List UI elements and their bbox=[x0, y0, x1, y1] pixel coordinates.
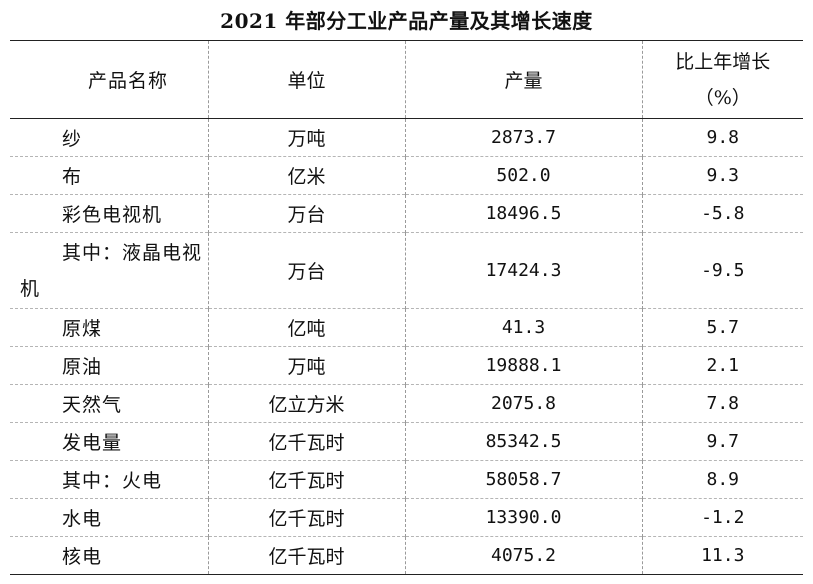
growth-value: 7.8 bbox=[641, 384, 803, 423]
output-value: 85342.5 bbox=[404, 422, 642, 461]
unit: 亿千瓦时 bbox=[207, 460, 405, 499]
growth-value: 11.3 bbox=[641, 536, 803, 575]
table-row: 天然气 亿立方米 2075.8 7.8 bbox=[10, 384, 803, 423]
product-name: 其中：液晶电视机 bbox=[10, 232, 208, 309]
product-name: 天然气 bbox=[10, 384, 208, 423]
header-product-name: 产品名称 bbox=[10, 40, 208, 119]
product-name: 原油 bbox=[10, 346, 208, 385]
growth-value: -1.2 bbox=[641, 498, 803, 537]
table-row: 其中：液晶电视机 万台 17424.3 -9.5 bbox=[10, 232, 803, 309]
product-name: 核电 bbox=[10, 536, 208, 575]
output-value: 58058.7 bbox=[404, 460, 642, 499]
unit: 亿千瓦时 bbox=[207, 422, 405, 461]
growth-value: 2.1 bbox=[641, 346, 803, 385]
output-value: 4075.2 bbox=[404, 536, 642, 575]
product-name: 水电 bbox=[10, 498, 208, 537]
unit: 亿吨 bbox=[207, 308, 405, 347]
unit: 万台 bbox=[207, 194, 405, 233]
table-row: 纱 万吨 2873.7 9.8 bbox=[10, 118, 803, 157]
product-name: 其中：火电 bbox=[10, 460, 208, 499]
output-value: 18496.5 bbox=[404, 194, 642, 233]
unit: 亿立方米 bbox=[207, 384, 405, 423]
output-value: 2075.8 bbox=[404, 384, 642, 423]
output-value: 17424.3 bbox=[404, 232, 642, 309]
table-row: 原煤 亿吨 41.3 5.7 bbox=[10, 308, 803, 347]
header-growth-line2: （%） bbox=[694, 86, 751, 109]
table-row: 原油 万吨 19888.1 2.1 bbox=[10, 346, 803, 385]
output-value: 2873.7 bbox=[404, 118, 642, 157]
output-value: 19888.1 bbox=[404, 346, 642, 385]
table-row: 布 亿米 502.0 9.3 bbox=[10, 156, 803, 195]
growth-value: 8.9 bbox=[641, 460, 803, 499]
growth-value: -9.5 bbox=[641, 232, 803, 309]
unit: 亿千瓦时 bbox=[207, 536, 405, 575]
unit: 万吨 bbox=[207, 346, 405, 385]
growth-value: 9.3 bbox=[641, 156, 803, 195]
industrial-output-table: 产品名称 单位 产量 比上年增长 （%） 纱 万吨 2873.7 9.8 布 亿… bbox=[10, 40, 803, 575]
unit: 万吨 bbox=[207, 118, 405, 157]
header-growth: 比上年增长 （%） bbox=[641, 40, 803, 119]
output-value: 13390.0 bbox=[404, 498, 642, 537]
table-row: 核电 亿千瓦时 4075.2 11.3 bbox=[10, 536, 803, 575]
header-row: 产品名称 单位 产量 比上年增长 （%） bbox=[10, 40, 803, 119]
output-value: 502.0 bbox=[404, 156, 642, 195]
product-name: 纱 bbox=[62, 128, 83, 150]
table-row: 发电量 亿千瓦时 85342.5 9.7 bbox=[10, 422, 803, 461]
unit: 万台 bbox=[207, 232, 405, 309]
table-title: 2021 年部分工业产品产量及其增长速度 bbox=[220, 9, 593, 33]
product-name: 原煤 bbox=[10, 308, 208, 347]
unit: 亿米 bbox=[207, 156, 405, 195]
header-output: 产量 bbox=[404, 40, 642, 119]
unit: 亿千瓦时 bbox=[207, 498, 405, 537]
growth-value: 9.7 bbox=[641, 422, 803, 461]
growth-value: 5.7 bbox=[641, 308, 803, 347]
header-growth-line1: 比上年增长 bbox=[675, 50, 771, 73]
header-unit: 单位 bbox=[207, 40, 405, 119]
product-name: 发电量 bbox=[10, 422, 208, 461]
table-row: 水电 亿千瓦时 13390.0 -1.2 bbox=[10, 498, 803, 537]
table-row: 其中：火电 亿千瓦时 58058.7 8.9 bbox=[10, 460, 803, 499]
product-name: 彩色电视机 bbox=[10, 194, 208, 233]
growth-value: -5.8 bbox=[641, 194, 803, 233]
output-value: 41.3 bbox=[404, 308, 642, 347]
table-row: 彩色电视机 万台 18496.5 -5.8 bbox=[10, 194, 803, 233]
product-name: 布 bbox=[10, 156, 208, 195]
growth-value: 9.8 bbox=[641, 118, 803, 157]
